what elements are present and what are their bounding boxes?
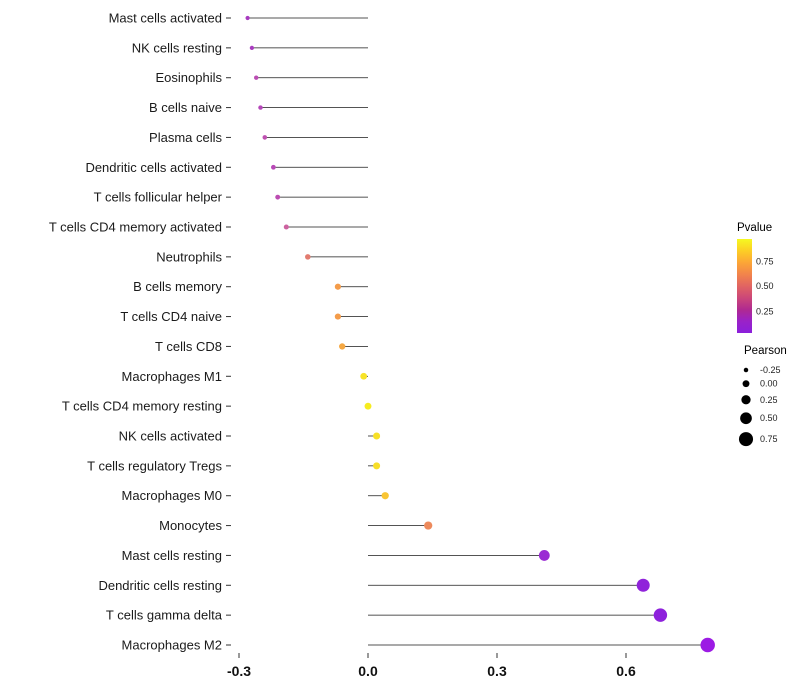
dot (373, 462, 381, 470)
dot (538, 550, 550, 561)
dot (283, 224, 289, 230)
category-label: T cells regulatory Tregs (87, 458, 222, 473)
category-label: T cells CD4 naive (120, 309, 222, 324)
pvalue-colorbar-label: 0.25 (756, 306, 774, 316)
dot (334, 283, 342, 290)
dot (360, 372, 368, 380)
category-label: Dendritic cells activated (85, 160, 222, 175)
pearson-legend-title: Pearson (744, 345, 787, 357)
pearson-legend-label: -0.25 (760, 365, 781, 375)
pearson-legend-label: 0.75 (760, 434, 778, 444)
category-label: Macrophages M2 (122, 637, 222, 652)
category-label: T cells follicular helper (94, 190, 223, 205)
dot (305, 254, 311, 260)
x-axis-label: -0.3 (227, 663, 251, 679)
category-label: Eosinophils (156, 70, 223, 85)
category-label: Macrophages M0 (122, 488, 222, 503)
x-axis-label: 0.3 (487, 663, 507, 679)
category-label: Mast cells resting (122, 548, 222, 563)
pearson-legend-dot (743, 367, 749, 373)
category-label: NK cells activated (119, 428, 222, 443)
dot (271, 164, 276, 170)
category-label: B cells memory (133, 279, 222, 294)
category-label: T cells gamma delta (106, 608, 223, 623)
category-label: Neutrophils (156, 249, 222, 264)
dot (258, 105, 263, 110)
pearson-legend-label: 0.00 (760, 379, 778, 389)
category-label: Mast cells activated (109, 11, 222, 26)
dot (364, 402, 372, 410)
dot (424, 521, 433, 530)
dot (254, 75, 259, 80)
category-label: B cells naive (149, 100, 222, 115)
pearson-legend-dot (738, 432, 754, 447)
pvalue-colorbar-label: 0.75 (756, 257, 774, 267)
pearson-legend-label: 0.50 (760, 413, 778, 423)
pvalue-legend-title: Pvalue (737, 222, 772, 234)
dot (262, 135, 268, 140)
x-axis-label: 0.6 (616, 663, 636, 679)
category-label: T cells CD4 memory activated (49, 219, 222, 234)
dot (334, 313, 342, 320)
dot (636, 578, 650, 592)
dot (373, 432, 381, 440)
category-label: T cells CD8 (155, 339, 222, 354)
dot (245, 15, 250, 21)
pearson-legend-dot (741, 395, 751, 405)
category-label: NK cells resting (132, 40, 222, 55)
category-label: T cells CD4 memory resting (62, 399, 222, 414)
category-label: Monocytes (159, 518, 222, 533)
dot (700, 637, 715, 653)
pvalue-colorbar-label: 0.50 (756, 281, 774, 291)
dot (653, 608, 668, 622)
category-label: Plasma cells (149, 130, 222, 145)
x-axis-label: 0.0 (358, 663, 378, 679)
pearson-legend-dot (740, 412, 752, 425)
category-label: Macrophages M1 (122, 369, 222, 384)
pearson-legend-dot (742, 380, 750, 388)
pvalue-colorbar (737, 239, 752, 333)
dot (275, 194, 281, 200)
dot (381, 492, 389, 500)
dot (339, 343, 346, 350)
category-label: Dendritic cells resting (98, 578, 222, 593)
pearson-legend-label: 0.25 (760, 395, 778, 405)
dot (249, 45, 255, 51)
